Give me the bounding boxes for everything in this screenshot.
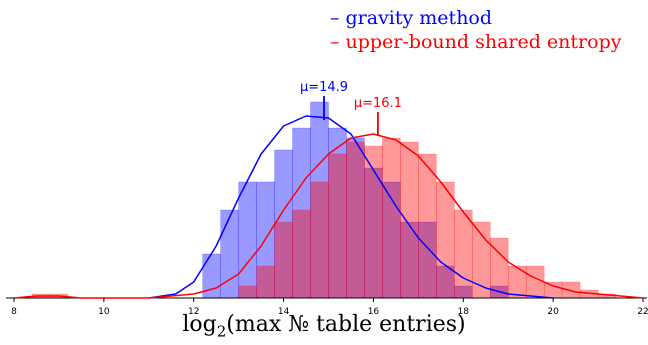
x-tick-label: 20	[547, 307, 559, 317]
legend-entry-entropy: – upper-bound shared entropy	[330, 30, 621, 54]
histogram-bar-entropy	[292, 209, 311, 299]
legend-dash-gravity: –	[330, 7, 340, 29]
histogram-bar-entropy	[346, 141, 365, 299]
histogram-bar-entropy	[436, 181, 455, 299]
x-tick-label: 12	[188, 307, 199, 317]
legend-label-entropy: upper-bound shared entropy	[345, 31, 622, 53]
legend-dash-entropy: –	[330, 31, 340, 53]
x-axis-label-rest: (max № table entries)	[226, 312, 466, 337]
histogram-bar-entropy	[454, 209, 473, 299]
histogram-bar-gravity	[238, 181, 257, 299]
legend-label-gravity: gravity method	[345, 7, 493, 29]
histogram-bar-entropy	[328, 153, 347, 299]
histogram-bar-entropy	[561, 281, 581, 299]
x-axis-label-base: 2	[216, 322, 227, 341]
x-tick-label: 22	[637, 307, 648, 317]
legend: – gravity method – upper-bound shared entr…	[330, 6, 621, 54]
mean-label-gravity: μ=14.9	[300, 80, 348, 95]
x-tick-label: 16	[368, 307, 380, 317]
histogram-bar-entropy	[543, 281, 563, 299]
x-axis-label: log2(max № table entries)	[0, 312, 648, 340]
density-curve-entropy	[13, 133, 644, 299]
x-axis-label-prefix: log	[182, 312, 217, 337]
density-curve-gravity	[148, 115, 554, 299]
legend-entry-gravity: – gravity method	[330, 6, 621, 30]
x-tick-label: 8	[11, 307, 17, 317]
histogram-bar-gravity	[220, 209, 239, 299]
histogram-bar-entropy	[310, 181, 329, 299]
x-tick-label: 14	[278, 307, 290, 317]
x-tick-label: 18	[458, 307, 470, 317]
histogram-bar-entropy	[400, 141, 419, 299]
histogram-bar-entropy	[238, 285, 257, 299]
mean-label-entropy: μ=16.1	[354, 96, 402, 111]
histogram-bar-entropy	[382, 137, 401, 299]
histogram-bar-entropy	[418, 153, 437, 299]
histogram-bar-entropy	[274, 221, 293, 299]
x-tick-label: 10	[98, 307, 110, 317]
histogram-bar-entropy	[256, 265, 275, 299]
histogram-bar-entropy	[525, 265, 545, 299]
